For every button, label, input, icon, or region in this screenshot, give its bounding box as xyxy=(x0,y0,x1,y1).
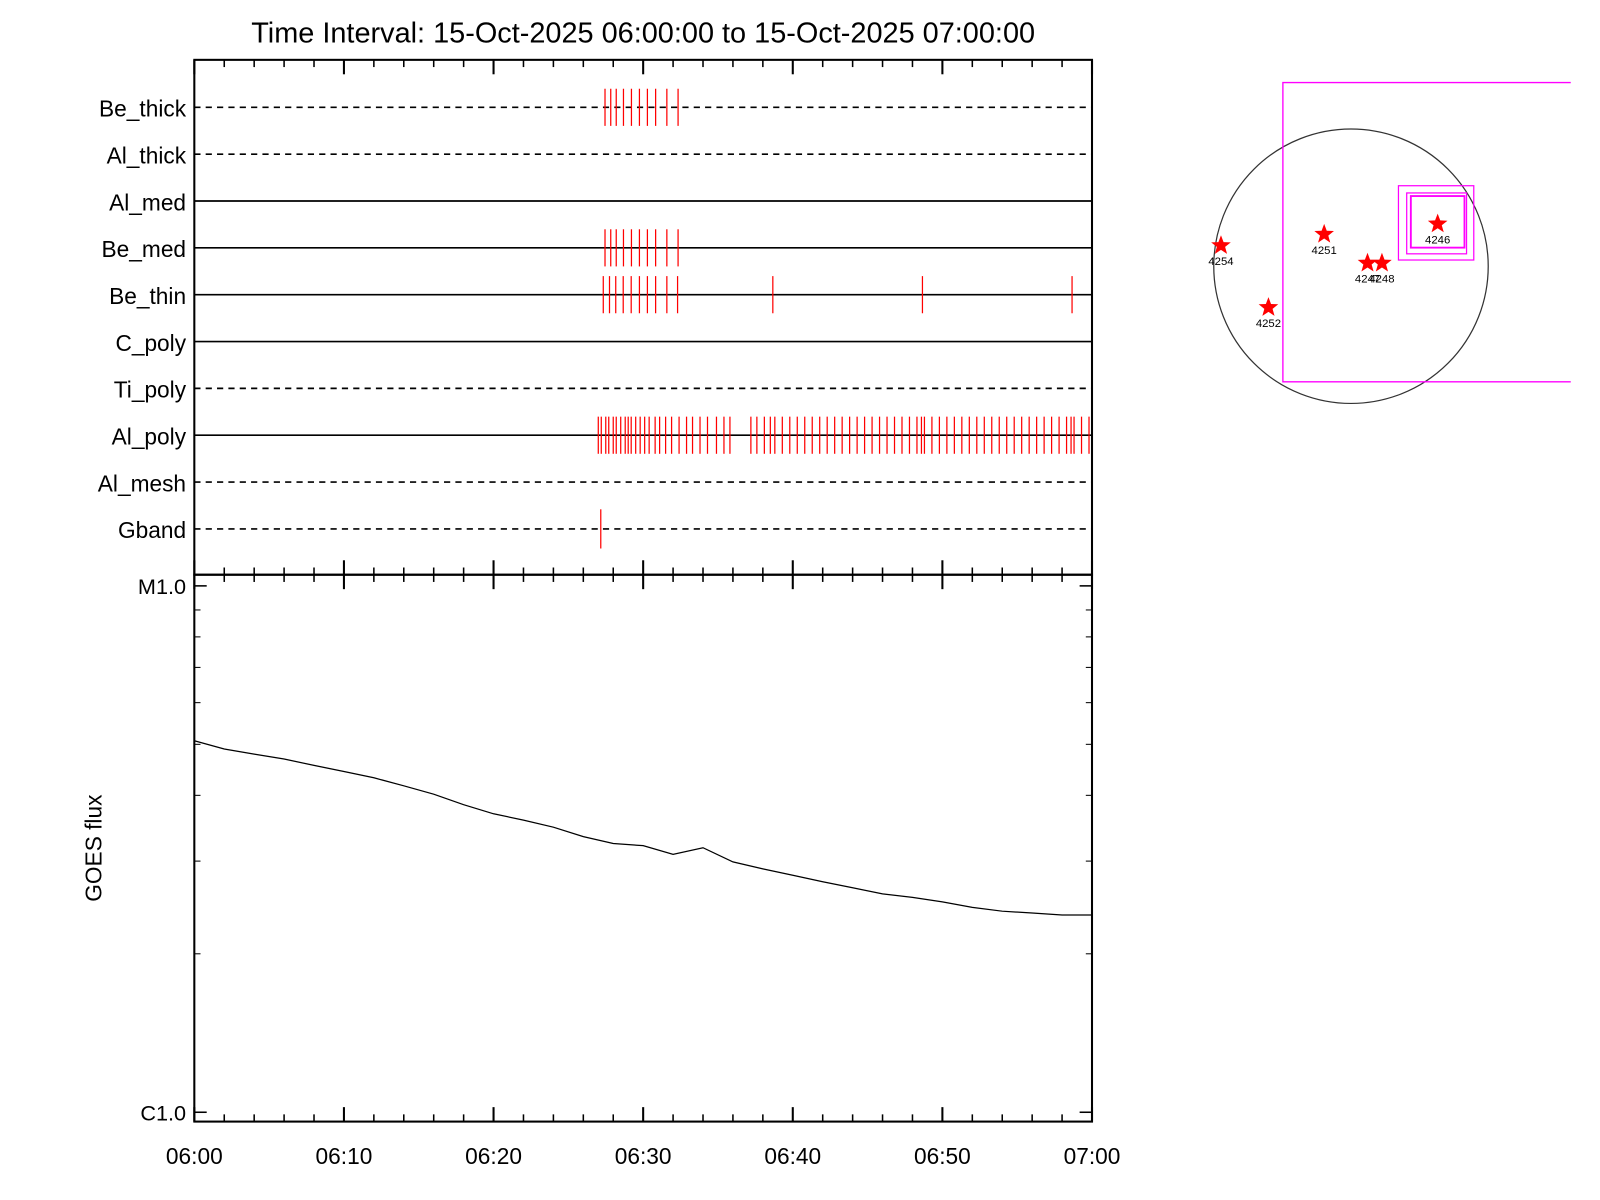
y-axis-label: GOES flux xyxy=(80,794,106,902)
region-marker xyxy=(1372,252,1392,272)
region-marker xyxy=(1258,297,1279,316)
sun-map xyxy=(1213,81,1571,405)
channel-label: C_poly xyxy=(115,330,186,356)
field-of-view xyxy=(1409,195,1466,249)
x-tick-label: 07:00 xyxy=(1064,1143,1121,1169)
region-marker xyxy=(1211,235,1231,254)
solar-disk xyxy=(1213,128,1489,405)
y-tick-label: C1.0 xyxy=(140,1101,186,1126)
x-tick-label: 06:30 xyxy=(615,1143,672,1169)
y-tick-label: M1.0 xyxy=(138,574,186,599)
field-of-view xyxy=(1397,185,1475,261)
region-label: 4252 xyxy=(1256,318,1281,330)
flux-line xyxy=(194,740,1093,916)
field-of-view xyxy=(1406,192,1468,255)
x-tick-label: 06:20 xyxy=(465,1143,522,1169)
channel-label: Al_med xyxy=(109,189,186,215)
region-marker xyxy=(1357,252,1378,272)
region-label: 4251 xyxy=(1312,245,1337,257)
region-marker xyxy=(1314,223,1334,243)
channel-label: Ti_poly xyxy=(114,377,187,403)
x-tick-label: 06:10 xyxy=(316,1143,373,1169)
region-label: 4247 xyxy=(1355,274,1380,286)
channel-label: Be_med xyxy=(102,236,187,262)
channel-label: Be_thick xyxy=(99,96,187,122)
region-label: 4254 xyxy=(1208,256,1233,268)
chart-title: Time Interval: 15-Oct-2025 06:00:00 to 1… xyxy=(251,17,1035,49)
channel-label: Al_mesh xyxy=(98,470,186,496)
region-label: 4248 xyxy=(1369,274,1394,286)
channel-label: Be_thin xyxy=(109,283,186,309)
channel-label: Gband xyxy=(118,517,186,543)
x-tick-label: 06:40 xyxy=(764,1143,821,1169)
channel-label: Al_poly xyxy=(112,424,187,450)
region-label: 4246 xyxy=(1425,235,1450,247)
x-tick-label: 06:50 xyxy=(914,1143,971,1169)
channel-label: Al_thick xyxy=(107,142,187,168)
region-marker xyxy=(1427,213,1448,233)
x-tick-label: 06:00 xyxy=(166,1143,223,1169)
field-of-view xyxy=(1282,81,1571,383)
